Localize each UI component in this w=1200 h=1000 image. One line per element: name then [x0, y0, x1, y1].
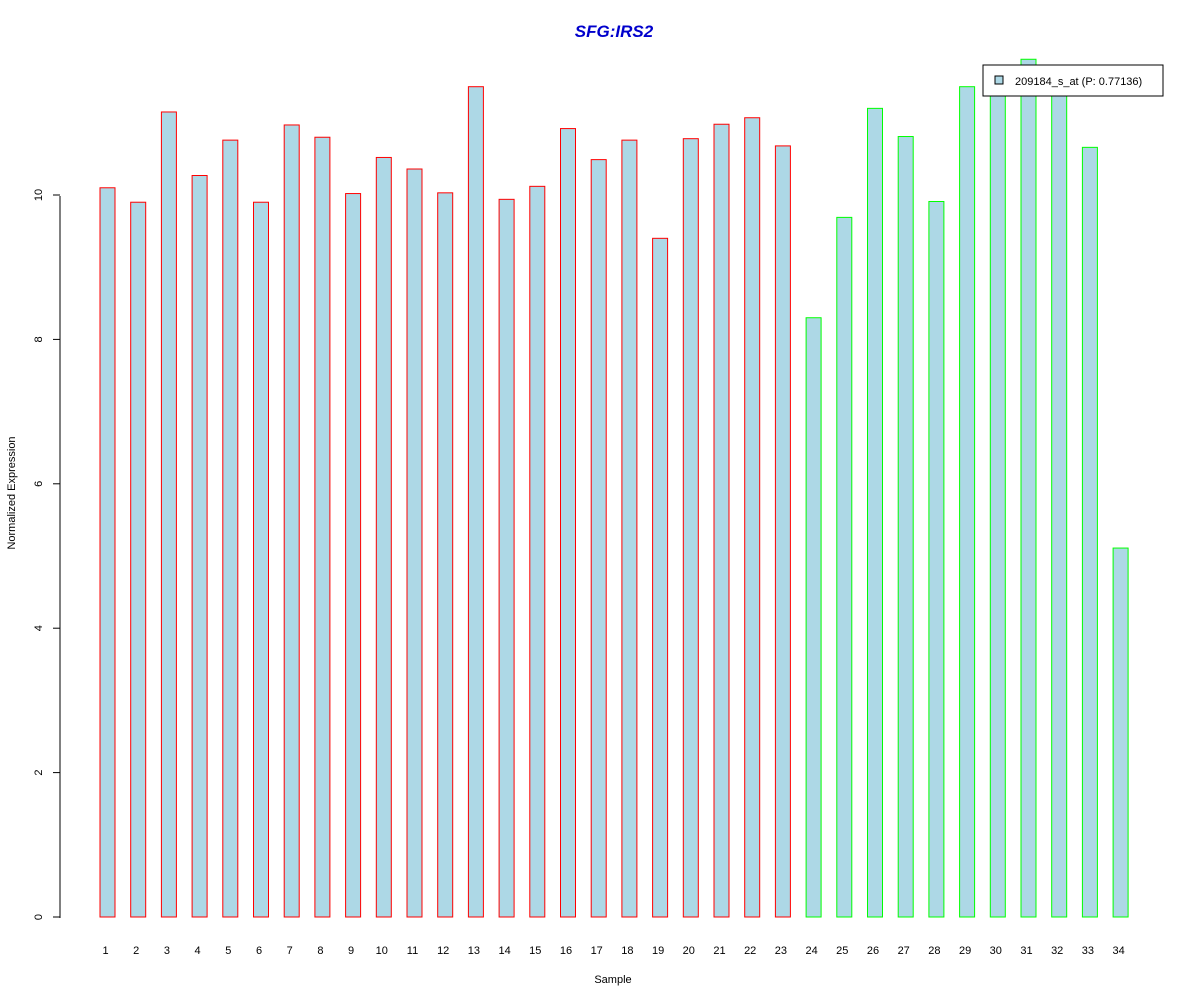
x-tick-label: 33 — [1082, 945, 1094, 957]
bar-sample-33 — [1081, 146, 1098, 918]
bar-sample-3 — [160, 111, 177, 918]
x-tick-label: 18 — [621, 945, 633, 957]
y-tick-label: 2 — [33, 770, 45, 776]
bars-group — [99, 58, 1129, 918]
bar-sample-15 — [529, 185, 546, 918]
x-tick-label: 31 — [1020, 945, 1032, 957]
bar-sample-20 — [682, 138, 699, 918]
x-tick-label: 32 — [1051, 945, 1063, 957]
bar-sample-12 — [437, 192, 454, 918]
x-tick-label: 9 — [348, 945, 354, 957]
bar-sample-28 — [928, 200, 945, 918]
legend-swatch — [994, 75, 1004, 85]
x-tick-label: 14 — [498, 945, 510, 957]
x-tick-label: 16 — [560, 945, 572, 957]
x-axis-tick-labels: 1 2 3 4 5 6 7 8 9 10 11 12 13 14 15 16 17 18 19 20 21 22 23 24 2… — [102, 945, 1124, 957]
x-tick-label: 29 — [959, 945, 971, 957]
legend-box — [982, 64, 1164, 97]
x-tick-label: 3 — [164, 945, 170, 957]
y-axis-ticks: 0 2 4 6 8 10 — [33, 189, 60, 920]
x-tick-label: 10 — [376, 945, 388, 957]
x-tick-label: 28 — [928, 945, 940, 957]
y-tick-label: 4 — [33, 625, 45, 631]
bar-sample-19 — [652, 237, 669, 918]
bar-sample-26 — [867, 107, 883, 918]
bar-sample-27 — [897, 136, 914, 918]
bar-sample-14 — [498, 198, 515, 918]
bar-sample-24 — [805, 317, 822, 918]
x-tick-label: 1 — [102, 945, 108, 957]
x-tick-label: 20 — [683, 945, 695, 957]
y-tick-label: 0 — [33, 914, 45, 920]
bar-sample-29 — [959, 86, 976, 918]
bar-sample-16 — [560, 128, 576, 918]
bar-sample-21 — [713, 123, 730, 918]
x-tick-label: 2 — [133, 945, 139, 957]
y-tick-label: 10 — [33, 189, 45, 201]
x-tick-label: 11 — [407, 945, 418, 957]
bar-sample-6 — [253, 201, 269, 918]
bar-sample-17 — [590, 159, 607, 918]
x-tick-label: 12 — [437, 945, 449, 957]
bar-sample-30 — [989, 86, 1006, 918]
bar-sample-2 — [130, 201, 147, 918]
bar-sample-9 — [345, 193, 362, 918]
bar-sample-4 — [191, 175, 208, 918]
bar-sample-1 — [99, 187, 116, 918]
x-tick-label: 8 — [317, 945, 323, 957]
x-tick-label: 26 — [867, 945, 879, 957]
legend: 209184_s_at (P: 0.77136) — [982, 64, 1164, 97]
x-tick-label: 5 — [225, 945, 231, 957]
x-tick-label: 23 — [775, 945, 787, 957]
bar-sample-10 — [375, 156, 392, 918]
bar-sample-22 — [744, 117, 761, 918]
bar-sample-7 — [283, 124, 300, 918]
bar-sample-25 — [836, 216, 853, 918]
bar-sample-32 — [1051, 86, 1068, 918]
x-tick-label: 24 — [805, 945, 817, 957]
x-tick-label: 15 — [529, 945, 541, 957]
x-tick-label: 21 — [713, 945, 725, 957]
x-tick-label: 22 — [744, 945, 756, 957]
bar-sample-34 — [1112, 547, 1129, 918]
legend-label: 209184_s_at (P: 0.77136) — [1015, 76, 1142, 88]
x-tick-label: 7 — [287, 945, 293, 957]
y-axis-label: Normalized Expression — [6, 436, 18, 549]
x-tick-label: 25 — [836, 945, 848, 957]
bar-sample-11 — [406, 168, 423, 918]
x-tick-label: 13 — [468, 945, 480, 957]
bar-sample-23 — [774, 145, 791, 918]
bar-sample-13 — [467, 86, 484, 918]
x-axis-label: Sample — [594, 974, 631, 986]
bar-sample-31 — [1020, 58, 1037, 918]
y-tick-label: 8 — [33, 336, 45, 342]
bar-sample-18 — [621, 139, 638, 918]
x-tick-label: 6 — [256, 945, 262, 957]
y-tick-label: 6 — [33, 481, 45, 487]
bar-sample-5 — [222, 139, 239, 918]
bar-sample-8 — [314, 136, 331, 918]
x-tick-label: 34 — [1112, 945, 1124, 957]
chart-title: SFG:IRS2 — [575, 22, 654, 41]
x-tick-label: 17 — [591, 945, 603, 957]
x-tick-label: 19 — [652, 945, 664, 957]
x-tick-label: 30 — [990, 945, 1002, 957]
x-tick-label: 4 — [195, 945, 201, 957]
x-tick-label: 27 — [898, 945, 910, 957]
